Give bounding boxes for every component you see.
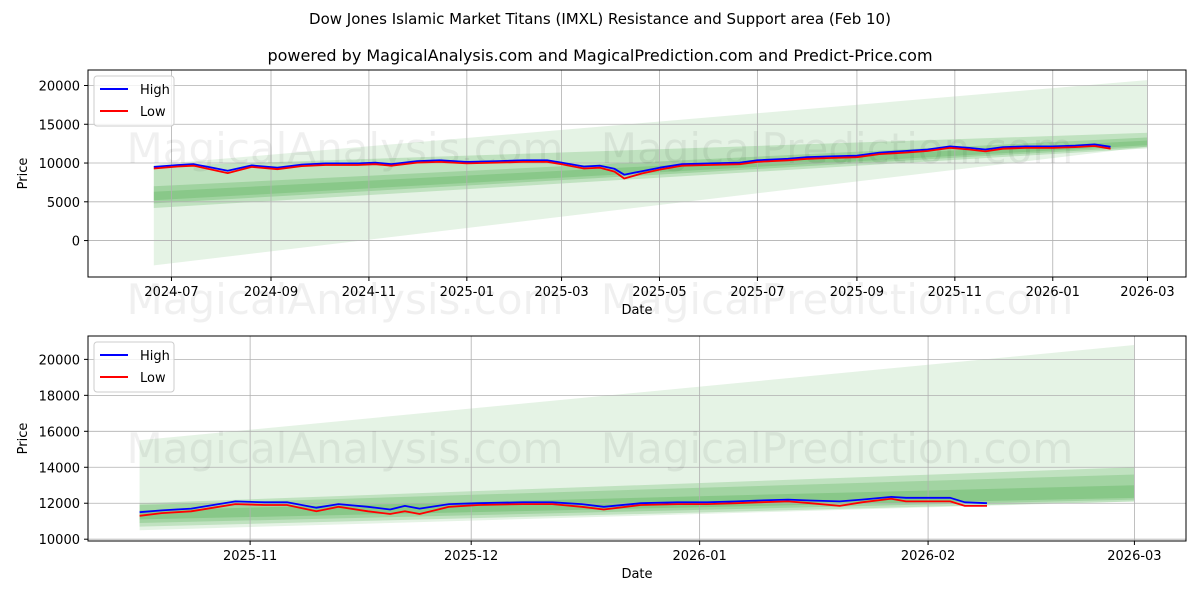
support-resistance-band — [153, 80, 1148, 266]
plot-frame — [87, 69, 1187, 278]
y-tick-label: 15000 — [39, 118, 80, 133]
x-tick-label: 2026-01 — [672, 549, 726, 564]
chart-subtitle: powered by MagicalAnalysis.com and Magic… — [267, 46, 933, 65]
x-tick-label: 2024-09 — [244, 285, 298, 300]
y-tick-label: 10000 — [39, 157, 80, 172]
y-tick-label: 14000 — [39, 461, 80, 476]
y-tick-label: 0 — [72, 235, 80, 250]
y-tick-label: 20000 — [39, 80, 80, 95]
y-tick-label: 5000 — [47, 196, 80, 211]
x-tick-label: 2024-11 — [342, 285, 396, 300]
svg-text:MagicalAnalysis.com: MagicalAnalysis.com — [127, 424, 564, 473]
plot-frame — [87, 335, 1187, 542]
svg-text:MagicalPrediction.com: MagicalPrediction.com — [601, 424, 1074, 473]
x-tick-label: 2025-09 — [830, 285, 884, 300]
svg-text:MagicalAnalysis.com: MagicalAnalysis.com — [127, 275, 564, 324]
y-axis-label: Price — [16, 423, 31, 455]
support-resistance-band — [139, 474, 1135, 524]
y-tick-label: 16000 — [39, 425, 80, 440]
x-tick-label: 2025-03 — [534, 285, 588, 300]
x-tick-label: 2026-02 — [901, 549, 955, 564]
legend: High Low — [93, 75, 175, 127]
y-tick-label: 10000 — [39, 533, 80, 548]
legend-label-low: Low — [140, 371, 166, 386]
x-tick-label: 2026-01 — [1026, 285, 1080, 300]
chart-2: 2025-11 2025-12 2026-01 2026-02 2026-03 10000… — [16, 335, 1187, 582]
support-resistance-band — [139, 485, 1135, 520]
legend-label-low: Low — [140, 105, 166, 120]
x-tick-label: 2025-12 — [444, 549, 498, 564]
y-axis-label: Price — [16, 158, 31, 190]
x-tick-label: 2025-05 — [632, 285, 686, 300]
support-resistance-band — [139, 467, 1135, 527]
x-tick-label: 2025-07 — [730, 285, 784, 300]
series-high-line — [139, 495, 988, 514]
x-tick-label: 2025-11 — [928, 285, 982, 300]
support-resistance-band — [153, 137, 1148, 204]
x-tick-label: 2026-03 — [1107, 549, 1161, 564]
support-resistance-band — [139, 344, 1135, 531]
x-tick-label: 2025-11 — [223, 549, 277, 564]
legend-label-high: High — [140, 349, 170, 364]
y-tick-label: 18000 — [39, 389, 80, 404]
series-high-line — [153, 143, 1111, 176]
support-resistance-band — [153, 140, 1148, 201]
watermark: MagicalAnalysis.com MagicalPrediction.com — [127, 424, 1074, 473]
chart-1: 2024-07 2024-09 2024-11 2025-01 2025-03 2025-… — [16, 69, 1187, 324]
y-tick-label: 20000 — [39, 353, 80, 368]
series-low-line — [139, 497, 987, 517]
svg-text:MagicalPrediction.com: MagicalPrediction.com — [601, 275, 1074, 324]
y-tick-label: 12000 — [39, 497, 80, 512]
x-axis-label: Date — [621, 567, 652, 582]
series-low-line — [153, 145, 1111, 180]
legend: High Low — [93, 341, 175, 393]
x-tick-label: 2026-03 — [1120, 285, 1174, 300]
x-axis-label: Date — [621, 303, 652, 318]
x-tick-label: 2025-01 — [440, 285, 494, 300]
legend-label-high: High — [140, 83, 170, 98]
x-tick-label: 2024-07 — [144, 285, 198, 300]
chart-title: Dow Jones Islamic Market Titans (IMXL) R… — [309, 10, 891, 28]
